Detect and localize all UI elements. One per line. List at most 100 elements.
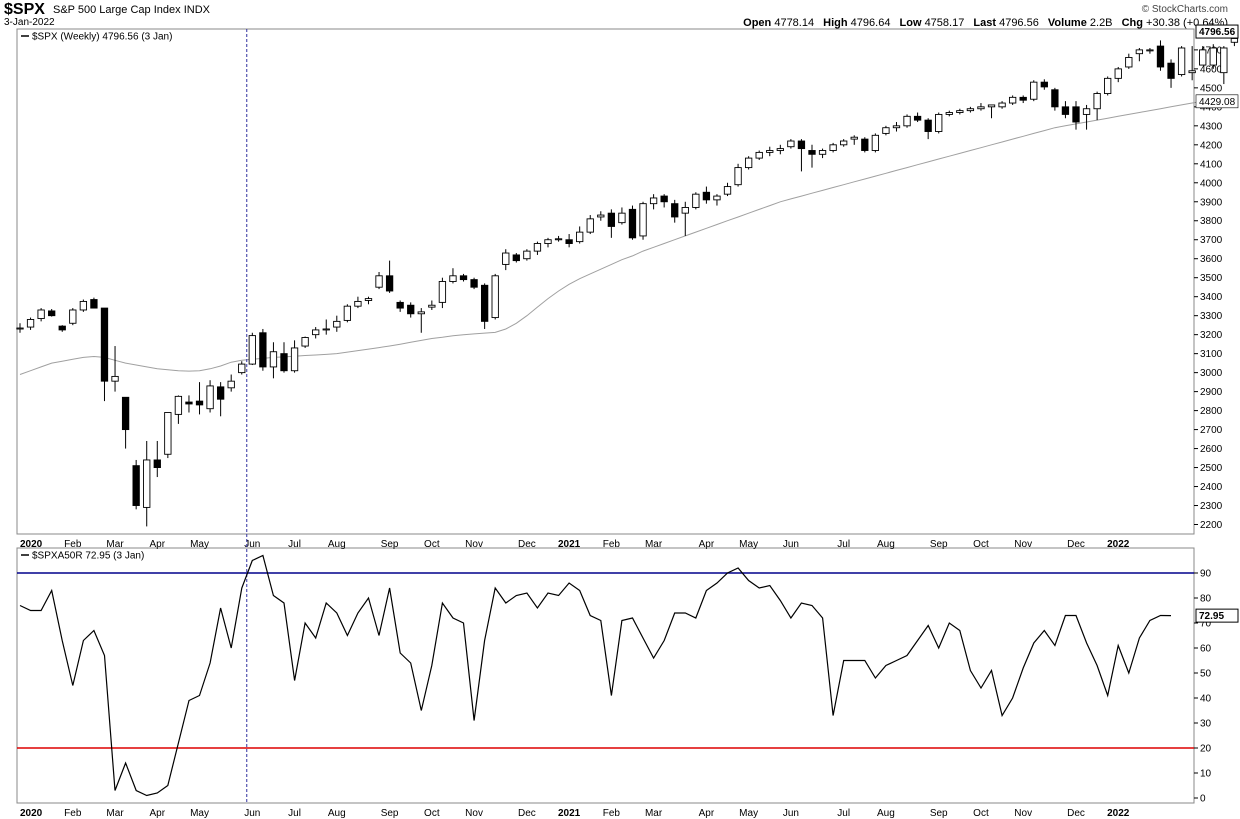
candle — [322, 319, 330, 335]
candle-body — [755, 151, 763, 159]
candle-body — [523, 250, 531, 260]
indicator-x-tick-label: May — [739, 808, 758, 819]
candle-body — [808, 150, 816, 155]
candle-body — [597, 214, 605, 218]
candle — [428, 300, 436, 310]
candle — [438, 277, 447, 309]
candle — [480, 283, 489, 329]
indicator-panel-frame — [16, 547, 1195, 804]
price-x-tick-label: Sep — [381, 539, 399, 550]
candle — [755, 150, 763, 160]
indicator-x-tick-label: 2022 — [1107, 808, 1130, 819]
candle — [903, 114, 911, 128]
candle — [861, 137, 869, 153]
candle-body — [576, 231, 584, 243]
candle-body — [935, 113, 943, 132]
candle — [502, 249, 510, 271]
price-x-tick-label: Feb — [603, 539, 621, 550]
candle-body — [554, 238, 563, 241]
candle-body — [766, 150, 774, 153]
indicator-x-tick-label: 2021 — [558, 808, 581, 819]
candle-body — [702, 191, 711, 201]
candle — [195, 382, 204, 415]
price-x-tick-label: Dec — [518, 539, 536, 550]
candle — [1114, 66, 1122, 83]
candle-body — [153, 459, 161, 469]
price-legend-label: $SPX (Weekly) 4796.56 (3 Jan) — [32, 32, 172, 43]
candle — [259, 328, 267, 371]
candle-body — [143, 459, 151, 508]
candle — [818, 148, 827, 159]
ma-last-tag: 4429.08 — [1195, 94, 1239, 109]
price-last-tag-box — [1195, 24, 1239, 39]
price-y-tick-label: 3100 — [1200, 349, 1223, 360]
indicator-y-tick-label: 90 — [1200, 569, 1212, 580]
candle-body — [1093, 93, 1101, 110]
quote-bar: Open 4778.14 High 4796.64 Low 4758.17 La… — [743, 17, 1228, 29]
candle-body — [1114, 68, 1122, 79]
candle-body — [713, 195, 721, 201]
price-x-tick-label: Jul — [837, 539, 850, 550]
candle — [16, 323, 24, 333]
candle-body — [385, 275, 394, 292]
candle-body — [491, 275, 499, 319]
volume-label: Volume — [1047, 17, 1087, 29]
candle-body — [850, 136, 858, 140]
low-value: 4758.17 — [924, 17, 965, 29]
candle — [301, 336, 309, 348]
candle-body — [1230, 38, 1239, 43]
candle — [90, 297, 98, 309]
candle-body — [269, 351, 278, 368]
candle — [396, 300, 404, 312]
candle-body — [238, 363, 246, 374]
candle — [766, 146, 774, 157]
candle-body — [829, 144, 837, 151]
candle — [1104, 76, 1112, 96]
candle — [491, 273, 499, 320]
candle-body — [818, 150, 827, 155]
candle — [840, 139, 848, 147]
candle — [829, 142, 837, 153]
candle-body — [48, 310, 56, 317]
candle-body — [312, 329, 320, 336]
indicator-last-tag-text: 72.95 — [1199, 611, 1224, 622]
indicator-x-tick-label: Mar — [106, 808, 124, 819]
high-value: 4796.64 — [850, 17, 891, 29]
price-y-tick-label: 2500 — [1200, 463, 1223, 474]
candle-body — [459, 275, 468, 281]
price-y-tick-label: 2800 — [1200, 406, 1223, 417]
indicator-x-tick-label: Sep — [930, 808, 948, 819]
candle — [523, 249, 531, 261]
candle-body — [417, 311, 425, 315]
moving-average-line — [19, 100, 1203, 375]
price-x-tick-label: May — [739, 539, 758, 550]
price-y-tick-label: 3200 — [1200, 330, 1223, 341]
candle — [565, 234, 573, 248]
price-y-tick-label: 2900 — [1200, 387, 1223, 398]
candle-body — [512, 254, 520, 262]
candle-body — [480, 284, 489, 322]
candle — [776, 144, 784, 155]
candle — [58, 325, 66, 332]
candle-body — [502, 252, 510, 265]
candle — [290, 340, 299, 373]
price-x-tick-label: Feb — [64, 539, 82, 550]
candle — [544, 237, 552, 248]
candle-body — [216, 386, 225, 400]
candle — [364, 296, 373, 305]
candle-body — [259, 332, 267, 368]
candle — [787, 139, 795, 149]
price-y-tick-label: 4000 — [1200, 178, 1223, 189]
candle-body — [840, 140, 848, 146]
candle-body — [861, 138, 869, 151]
candle-body — [375, 275, 383, 288]
indicator-x-tick-label: Feb — [64, 808, 82, 819]
price-x-tick-label: Mar — [645, 539, 663, 550]
last-value: 4796.56 — [999, 17, 1039, 29]
candle-body — [185, 401, 193, 405]
open-value: 4778.14 — [774, 17, 815, 29]
price-y-tick-label: 2300 — [1200, 501, 1223, 512]
candle — [692, 192, 700, 210]
volume-value: 2.2B — [1089, 17, 1113, 29]
candle-body — [1220, 47, 1228, 74]
